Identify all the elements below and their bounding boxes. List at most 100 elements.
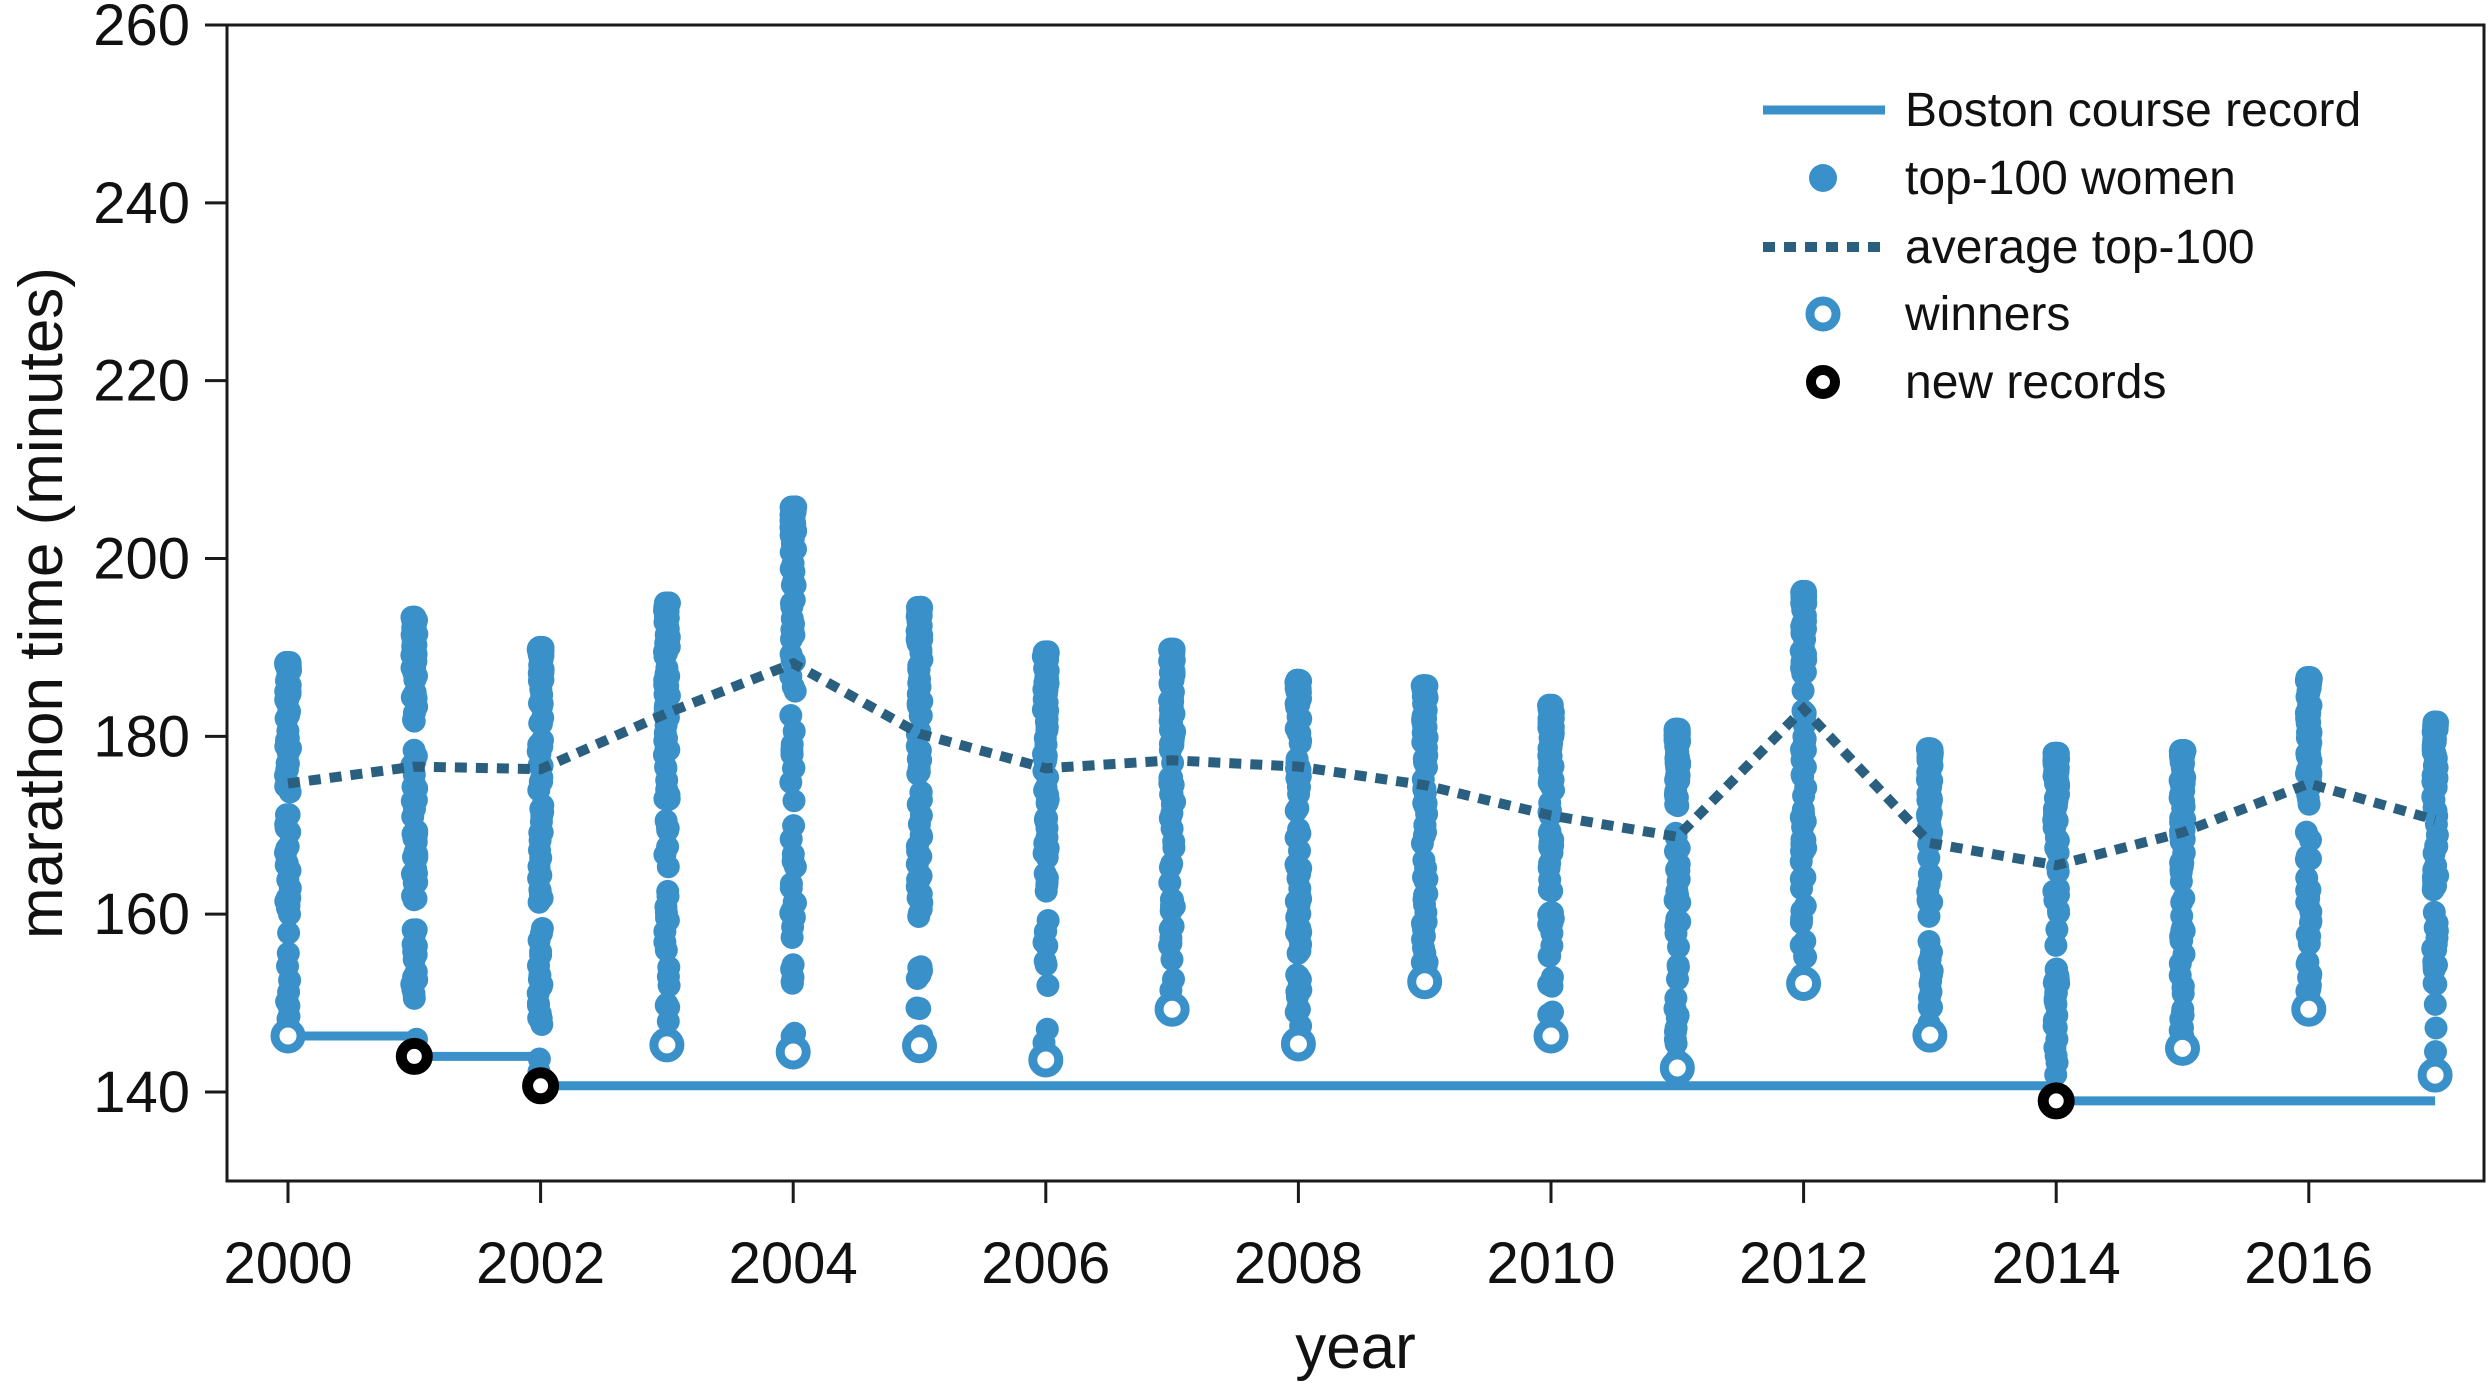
- top100-dot: [1411, 928, 1434, 951]
- top100-dot: [2169, 773, 2193, 797]
- top100-dot: [2425, 756, 2449, 780]
- legend-item-new_records: new records: [1806, 356, 2166, 409]
- winner-circle-2015: [2165, 1030, 2200, 1066]
- top100-dot: [1541, 828, 1565, 852]
- top100-dot: [2299, 666, 2322, 690]
- top100-column-2009: [1410, 674, 1439, 994]
- top100-dot: [1664, 986, 1688, 1010]
- top100-dot: [2423, 721, 2447, 745]
- winner-circle-2016: [2291, 991, 2327, 1027]
- top100-dot: [2045, 918, 2069, 941]
- top100-dot: [1288, 877, 1312, 900]
- x-tick-label-2000: 2000: [223, 1231, 352, 1296]
- top100-dot: [907, 658, 931, 681]
- legend-item-top100: top-100 women: [1809, 152, 2236, 205]
- top100-column-2011: [1663, 717, 1692, 1080]
- top100-dot: [2424, 1016, 2448, 1040]
- top100-dot: [530, 921, 553, 945]
- top100-dot: [906, 868, 930, 891]
- top100-dot: [656, 1009, 680, 1033]
- y-tick-label-240: 240: [93, 171, 190, 236]
- top100-dot: [1158, 637, 1182, 661]
- top100-dot: [527, 1047, 551, 1071]
- top100-dot: [1916, 880, 1940, 904]
- winner-circle-2003: [649, 1027, 685, 1063]
- top100-dot: [657, 738, 681, 762]
- winner-circle-2012: [1786, 966, 1822, 1001]
- winner-circle-2004: [775, 1034, 811, 1070]
- top100-dot: [276, 954, 299, 978]
- top100-dot: [1162, 967, 1185, 991]
- legend-item-winners: winners: [1805, 288, 2070, 341]
- top100-dot: [1791, 662, 1815, 685]
- winner-circle-2008: [1280, 1026, 1316, 1062]
- top100-dot: [1288, 971, 1311, 995]
- top100-dot: [1541, 1000, 1564, 1024]
- top100-dot: [529, 975, 553, 999]
- top100-dot: [655, 656, 679, 680]
- top100-dot: [654, 693, 677, 717]
- x-tick-label-2014: 2014: [1992, 1231, 2121, 1296]
- legend-label-new_records: new records: [1905, 356, 2166, 409]
- top100-dot: [2424, 775, 2448, 799]
- top100-dot: [405, 776, 429, 800]
- top100-dot: [909, 781, 933, 804]
- top100-dot: [1539, 744, 1563, 768]
- top100-dot: [782, 623, 806, 647]
- top100-dot: [1917, 950, 1941, 974]
- top100-dot: [530, 770, 554, 794]
- top100-dot: [1412, 848, 1436, 872]
- winner-circle-2017: [2417, 1057, 2453, 1093]
- top100-dot: [2045, 809, 2069, 833]
- top100-dot: [531, 794, 555, 817]
- top100-dot: [780, 971, 804, 995]
- top100-column-2013: [1915, 737, 1944, 1047]
- top100-dot: [402, 709, 426, 733]
- top100-dot: [1288, 939, 1312, 963]
- top100-dot: [655, 597, 679, 621]
- new-record-circle-2002: [522, 1067, 560, 1105]
- top100-dot: [1663, 1028, 1687, 1051]
- top100-dot: [1412, 702, 1436, 726]
- top100-dot: [2297, 886, 2321, 910]
- top100-dot: [1791, 679, 1815, 703]
- top100-dot: [1538, 868, 1562, 892]
- top100-dot: [1160, 915, 1184, 939]
- top100-dot: [400, 972, 424, 996]
- top100-dot: [1917, 832, 1941, 856]
- top100-dot: [2171, 797, 2195, 820]
- x-tick-label-2006: 2006: [981, 1231, 1110, 1296]
- top100-dot: [2424, 874, 2447, 898]
- top100-dot: [2169, 929, 2193, 953]
- top100-dot: [2424, 1040, 2447, 1064]
- top100-dot: [2170, 741, 2194, 765]
- top100-dot: [2171, 976, 2195, 1000]
- top100-dot: [529, 712, 553, 736]
- top100-dot: [654, 756, 678, 780]
- top100-dot: [275, 837, 299, 861]
- top100-dot: [780, 926, 804, 949]
- top100-column-2010: [1537, 693, 1565, 1048]
- y-tick-label-160: 160: [93, 882, 190, 947]
- legend-item-record: Boston course record: [1763, 84, 2361, 137]
- top100-dot: [1158, 855, 1182, 879]
- top100-dot: [656, 674, 680, 698]
- top100-dot: [2294, 701, 2318, 725]
- top100-dot: [910, 891, 934, 915]
- top100-dot: [2044, 837, 2068, 861]
- top100-dot: [1666, 955, 1690, 979]
- top100-dot: [529, 940, 553, 964]
- top100-dot: [1286, 796, 1310, 820]
- top100-column-2004: [779, 495, 808, 1064]
- new-record-circle-2014: [2037, 1082, 2075, 1120]
- y-axis-title: marathon time (minutes): [7, 267, 76, 939]
- top100-column-2012: [1789, 579, 1818, 995]
- top100-dot: [528, 828, 552, 852]
- top100-column-2008: [1284, 668, 1313, 1056]
- top100-dot: [1160, 712, 1183, 736]
- top100-dot: [2295, 923, 2319, 947]
- top100-dot: [1665, 755, 1689, 779]
- top100-dot: [1665, 879, 1689, 903]
- x-tick-label-2004: 2004: [729, 1231, 858, 1296]
- legend-open-circle-blue-swatch: [1805, 296, 1841, 332]
